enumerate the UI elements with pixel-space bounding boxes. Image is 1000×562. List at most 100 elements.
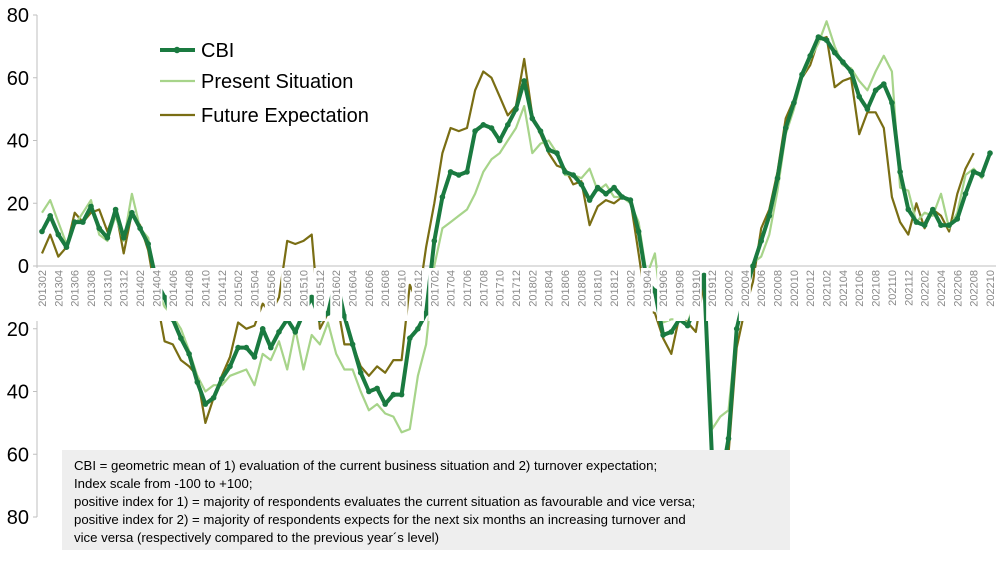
x-tick-label: 201308	[86, 270, 98, 307]
x-tick-label: 201606	[364, 270, 376, 307]
y-tick-label: 80	[7, 507, 29, 529]
data-point	[505, 122, 511, 128]
x-tick-bg	[853, 268, 866, 321]
x-tick-label: 201402	[135, 270, 147, 307]
data-point	[161, 294, 168, 301]
x-tick-bg	[493, 268, 506, 321]
legend-item: Future Expectation	[160, 105, 369, 127]
data-point	[701, 272, 707, 279]
data-point	[938, 222, 944, 228]
x-tick-label: 201502	[233, 270, 245, 307]
data-point	[96, 225, 102, 232]
data-point	[594, 184, 601, 191]
x-tick-bg	[166, 268, 179, 321]
data-point	[325, 310, 331, 316]
data-point	[611, 184, 617, 191]
series-cbi	[39, 34, 993, 489]
data-point	[235, 344, 241, 351]
x-tick-bg	[934, 268, 947, 321]
data-point	[537, 128, 544, 134]
data-point	[921, 222, 928, 228]
data-point	[439, 194, 446, 200]
x-tick-bg	[330, 268, 343, 321]
x-tick-label: 201812	[609, 270, 621, 307]
data-point	[521, 78, 527, 84]
x-tick-label: 201412	[217, 270, 229, 307]
legend-label: Future Expectation	[201, 105, 369, 127]
footnote-box: CBI = geometric mean of 1) evaluation of…	[62, 450, 790, 550]
series-line	[41, 20, 992, 434]
data-point	[366, 388, 372, 395]
x-tick-label: 201408	[184, 270, 196, 307]
y-tick-label: 40	[7, 382, 29, 404]
data-point	[243, 344, 250, 351]
data-point	[545, 147, 552, 153]
footnote-line: positive index for 1) = majority of resp…	[74, 494, 696, 509]
data-point	[407, 335, 413, 342]
data-point	[954, 216, 961, 222]
data-point	[766, 213, 773, 219]
x-tick-bg	[706, 268, 719, 321]
y-tick-label: 60	[7, 444, 29, 466]
data-point	[750, 263, 756, 269]
x-tick-label: 201404	[151, 270, 163, 307]
data-point	[349, 341, 356, 348]
x-tick-bg	[657, 268, 670, 321]
legend-item: CBI	[160, 40, 234, 62]
x-tick-label: 202112	[903, 270, 915, 306]
y-tick-label: 60	[7, 68, 29, 90]
data-point	[496, 137, 503, 144]
legend: CBI Present Situation Future Expectation	[160, 40, 369, 127]
data-point	[684, 322, 691, 329]
x-tick-bg	[232, 268, 245, 321]
data-point	[578, 181, 585, 188]
y-tick-label: 80	[7, 5, 29, 27]
x-tick-label: 201302	[37, 270, 49, 307]
data-point	[88, 203, 94, 210]
data-point	[831, 49, 838, 56]
data-point	[930, 206, 936, 213]
data-point	[447, 169, 454, 175]
x-tick-bg	[575, 268, 588, 321]
x-tick-label: 202008	[773, 270, 785, 307]
data-point	[186, 351, 192, 357]
data-point	[627, 197, 634, 203]
x-tick-bg	[460, 268, 473, 321]
x-tick-label: 201512	[315, 270, 327, 307]
data-point	[554, 150, 560, 156]
x-tick-label: 201506	[266, 270, 278, 307]
x-tick-bg	[885, 268, 898, 321]
data-point	[276, 329, 282, 335]
x-tick-label: 202108	[871, 270, 883, 307]
data-point	[791, 100, 797, 106]
x-tick-label: 201510	[299, 270, 311, 307]
legend-item: Present Situation	[160, 71, 353, 93]
footnote-line: CBI = geometric mean of 1) evaluation of…	[74, 458, 658, 473]
x-tick-bg	[771, 268, 784, 321]
footnote-line: vice versa (respectively compared to the…	[74, 530, 440, 545]
data-point	[848, 68, 854, 75]
x-tick-bg	[820, 268, 833, 321]
x-tick-bg	[526, 268, 539, 321]
x-tick-bg	[264, 268, 277, 321]
x-tick-label: 201706	[462, 270, 474, 307]
data-point	[104, 235, 111, 241]
x-tick-bg	[689, 268, 702, 321]
x-tick-label: 201712	[511, 270, 523, 307]
x-tick-bg	[477, 268, 490, 321]
x-tick-bg	[591, 268, 604, 321]
data-point	[268, 344, 274, 351]
x-tick-bg	[52, 268, 65, 321]
x-tick-label: 201304	[53, 270, 65, 307]
y-tick-label: 40	[7, 131, 29, 153]
y-tick-label: 0	[18, 256, 29, 278]
data-point	[357, 369, 364, 376]
data-point	[619, 194, 625, 200]
data-point	[137, 225, 143, 232]
x-tick-bg	[755, 268, 768, 321]
x-tick-label: 201710	[495, 270, 507, 307]
x-tick-bg	[608, 268, 621, 321]
x-axis: 201302 201304 201306 201308 201310 201312 2014…	[36, 268, 997, 321]
x-tick-bg	[101, 268, 114, 321]
